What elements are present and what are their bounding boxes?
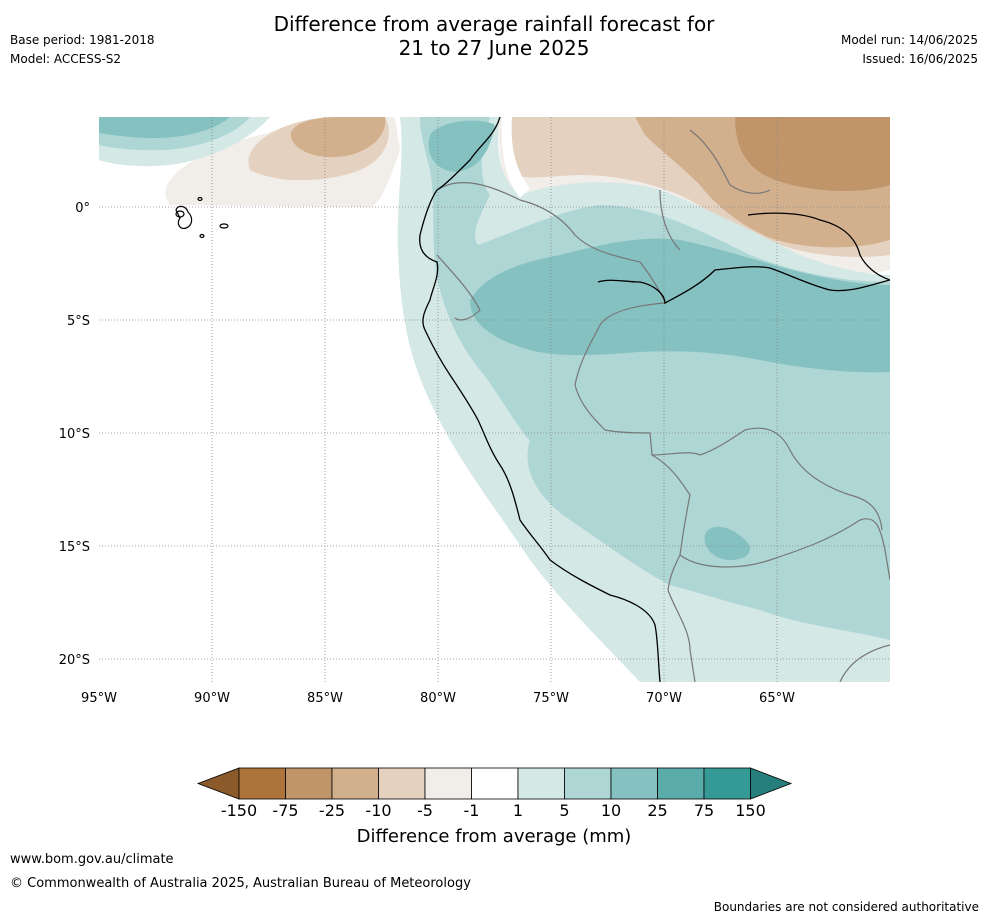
coastlines	[419, 117, 890, 682]
wet-mid-small-south	[704, 526, 751, 560]
colorbar-segment	[471, 767, 519, 800]
colorbar-tick-label: -150	[221, 801, 257, 820]
colorbar-tick-label: -5	[417, 801, 433, 820]
wet-mid-region	[428, 120, 495, 172]
colorbar-segment	[564, 767, 612, 800]
footer-website[interactable]: www.bom.gov.au/climate	[10, 852, 174, 867]
map-panel	[99, 117, 890, 682]
colorbar-tick-label: 75	[694, 801, 714, 820]
lon-label: 95°W	[81, 691, 117, 706]
lon-label: 90°W	[194, 691, 230, 706]
model-run: Model run: 14/06/2025	[840, 33, 978, 47]
colorbar-tick-label: -75	[272, 801, 298, 820]
colorbar-extend-left	[196, 767, 240, 800]
base-period: Base period: 1981-2018	[10, 33, 155, 47]
lat-label: 5°S	[67, 314, 90, 329]
lon-label: 65°W	[759, 691, 795, 706]
country-borders	[436, 129, 890, 682]
lat-label: 15°S	[59, 540, 90, 555]
lat-label: 20°S	[59, 653, 90, 668]
title-line-1: Difference from average rainfall forecas…	[273, 12, 715, 36]
colorbar-segment	[378, 767, 426, 800]
model-name: Model: ACCESS-S2	[10, 52, 122, 66]
lon-label: 75°W	[533, 691, 569, 706]
lon-label: 85°W	[307, 691, 343, 706]
colorbar-segment	[657, 767, 705, 800]
galapagos-islands	[175, 196, 229, 239]
colorbar-tick-label: 1	[513, 801, 523, 820]
lat-label: 0°	[75, 201, 90, 216]
wet-mid-amazon	[470, 238, 890, 373]
dry-mid-region	[290, 117, 386, 158]
graticule	[99, 117, 890, 682]
colorbar-tick-label: -25	[319, 801, 345, 820]
lat-label: 10°S	[59, 427, 90, 442]
neutral-gap	[501, 117, 530, 198]
colorbar-segment	[424, 767, 472, 800]
colorbar-segment	[703, 767, 751, 800]
footer-copyright: © Commonwealth of Australia 2025, Austra…	[10, 876, 471, 891]
issued-date: Issued: 16/06/2025	[862, 52, 978, 66]
longitude-labels: 95°W 90°W 85°W 80°W 75°W 70°W 65°W	[81, 691, 795, 706]
colorbar-segment	[610, 767, 658, 800]
colorbar-tick-label: -10	[365, 801, 391, 820]
colorbar-tick-label: -1	[464, 801, 480, 820]
footer-disclaimer: Boundaries are not considered authoritat…	[713, 900, 979, 914]
latitude-labels: 0° 5°S 10°S 15°S 20°S	[59, 201, 90, 668]
colorbar-segment	[517, 767, 565, 800]
dry-strong-region	[735, 117, 890, 192]
colorbar: -150 -75 -25 -10 -5 -1 1 5 10 25 75 150	[196, 767, 793, 820]
colorbar-tick-label: 5	[559, 801, 569, 820]
lon-label: 80°W	[420, 691, 456, 706]
colorbar-segment	[285, 767, 333, 800]
colorbar-tick-label: 150	[735, 801, 766, 820]
colorbar-segment	[331, 767, 379, 800]
title-line-2: 21 to 27 June 2025	[398, 36, 590, 60]
chart-title: Difference from average rainfall forecas…	[0, 12, 988, 60]
colorbar-tick-label: 10	[601, 801, 621, 820]
colorbar-tick-label: 25	[647, 801, 667, 820]
colorbar-title: Difference from average (mm)	[356, 826, 632, 847]
colorbar-segment	[238, 767, 286, 800]
lon-label: 70°W	[646, 691, 682, 706]
colorbar-extend-right	[750, 767, 793, 800]
wet-mid-northwest	[99, 117, 230, 138]
